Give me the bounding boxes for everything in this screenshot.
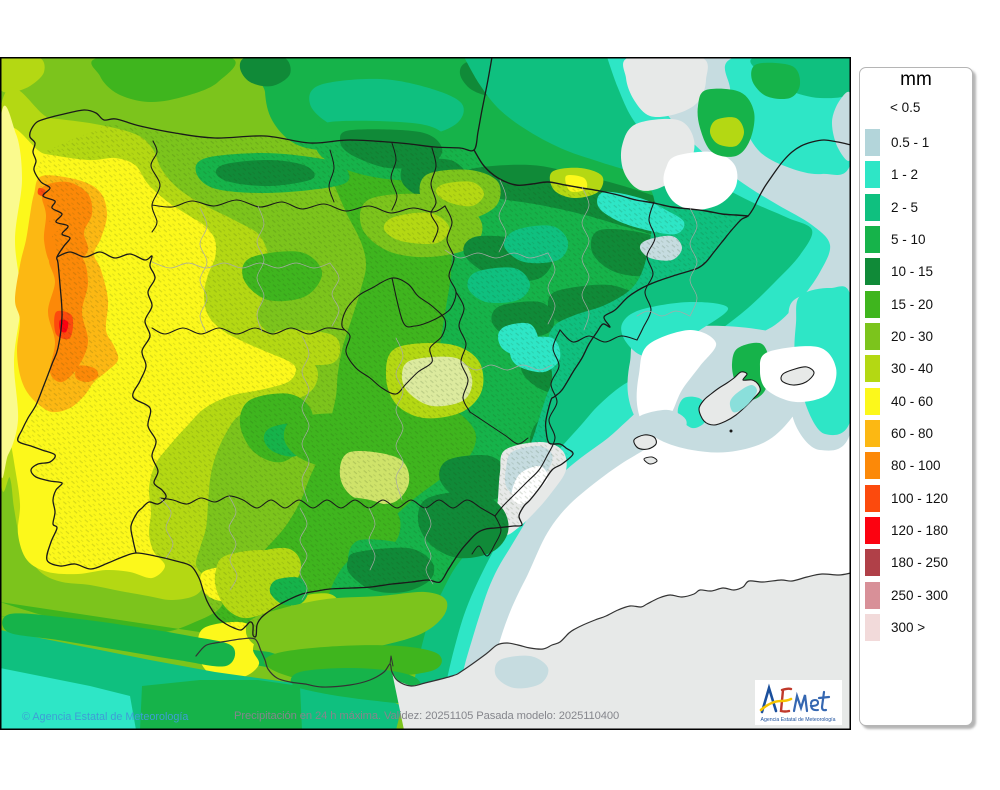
svg-text:Agencia Estatal de Meteorologí: Agencia Estatal de Meteorología bbox=[761, 717, 836, 723]
